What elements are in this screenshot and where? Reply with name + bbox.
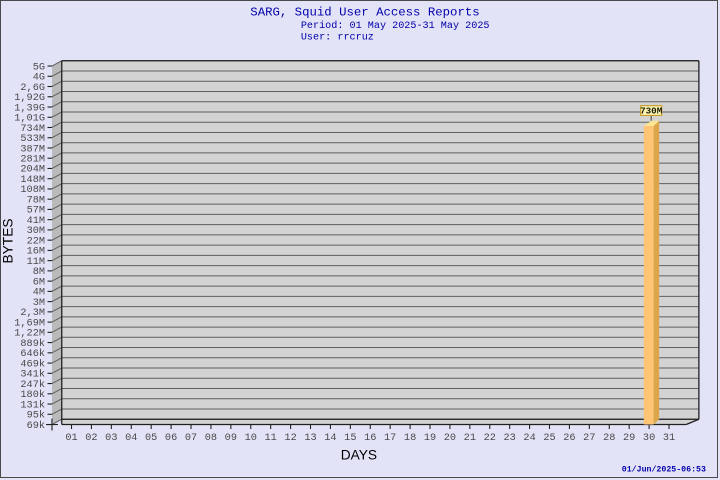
svg-text:03: 03 xyxy=(105,432,117,444)
svg-text:SARG, Squid User Access Report: SARG, Squid User Access Reports xyxy=(250,6,479,20)
svg-text:21: 21 xyxy=(464,432,476,444)
svg-text:27: 27 xyxy=(583,432,595,444)
svg-text:29: 29 xyxy=(623,432,635,444)
svg-text:17: 17 xyxy=(384,432,396,444)
svg-text:09: 09 xyxy=(225,432,237,444)
svg-text:69k: 69k xyxy=(27,420,45,432)
svg-text:04: 04 xyxy=(125,432,137,444)
svg-text:User: rrcruz: User: rrcruz xyxy=(301,33,374,44)
svg-text:07: 07 xyxy=(185,432,197,444)
svg-text:15: 15 xyxy=(344,432,356,444)
svg-text:05: 05 xyxy=(145,432,157,444)
svg-text:26: 26 xyxy=(563,432,575,444)
svg-text:20: 20 xyxy=(444,432,456,444)
svg-text:01/Jun/2025-06:53: 01/Jun/2025-06:53 xyxy=(622,465,706,475)
svg-text:31: 31 xyxy=(663,432,675,444)
svg-text:16: 16 xyxy=(364,432,376,444)
svg-text:730M: 730M xyxy=(640,106,663,117)
svg-text:18: 18 xyxy=(404,432,416,444)
svg-text:23: 23 xyxy=(504,432,516,444)
svg-text:30: 30 xyxy=(643,432,655,444)
svg-text:DAYS: DAYS xyxy=(341,448,377,463)
svg-text:13: 13 xyxy=(304,432,316,444)
svg-text:Period: 01 May 2025-31 May 202: Period: 01 May 2025-31 May 2025 xyxy=(301,20,490,32)
svg-text:10: 10 xyxy=(245,432,257,444)
svg-text:12: 12 xyxy=(284,432,296,444)
svg-text:24: 24 xyxy=(523,432,535,444)
svg-text:01: 01 xyxy=(65,432,77,444)
svg-text:08: 08 xyxy=(205,432,217,444)
svg-text:19: 19 xyxy=(424,432,436,444)
svg-text:02: 02 xyxy=(85,432,97,444)
svg-text:22: 22 xyxy=(484,432,496,444)
svg-text:BYTES: BYTES xyxy=(1,218,15,263)
svg-text:14: 14 xyxy=(324,432,336,444)
svg-text:25: 25 xyxy=(543,432,555,444)
svg-text:06: 06 xyxy=(165,432,177,444)
svg-text:11: 11 xyxy=(265,432,277,444)
svg-text:28: 28 xyxy=(603,432,615,444)
